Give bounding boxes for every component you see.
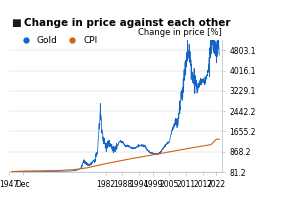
Text: ■: ■ [11, 18, 21, 28]
Legend: Gold, CPI: Gold, CPI [14, 33, 101, 49]
Text: Change in price against each other: Change in price against each other [24, 18, 230, 28]
Text: Change in price [%]: Change in price [%] [138, 28, 222, 37]
